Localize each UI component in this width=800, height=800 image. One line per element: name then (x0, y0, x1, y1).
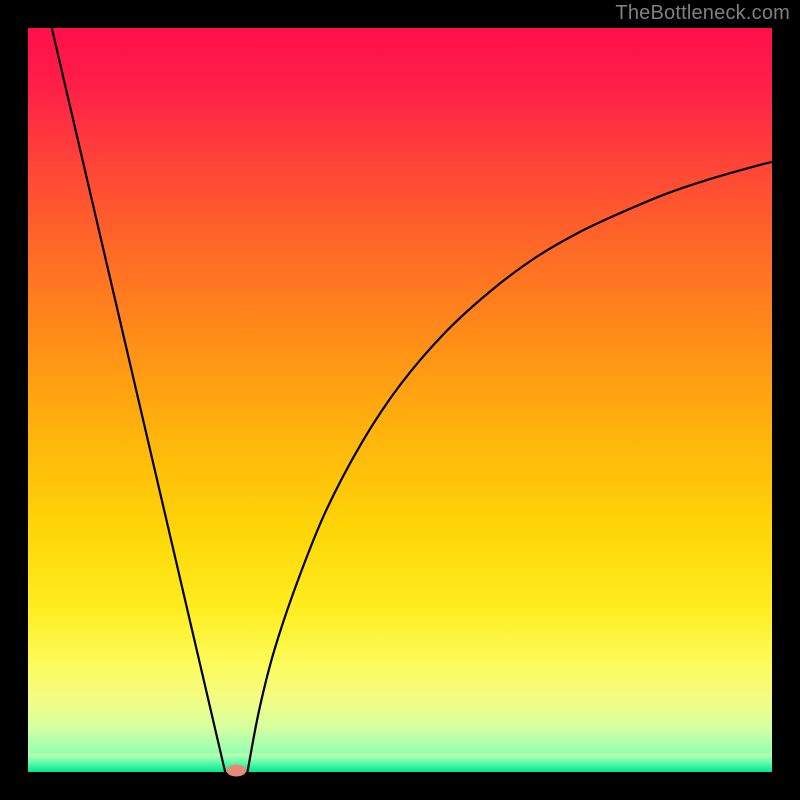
bottleneck-chart (0, 0, 800, 800)
watermark-text: TheBottleneck.com (615, 2, 790, 25)
chart-svg (0, 0, 800, 800)
